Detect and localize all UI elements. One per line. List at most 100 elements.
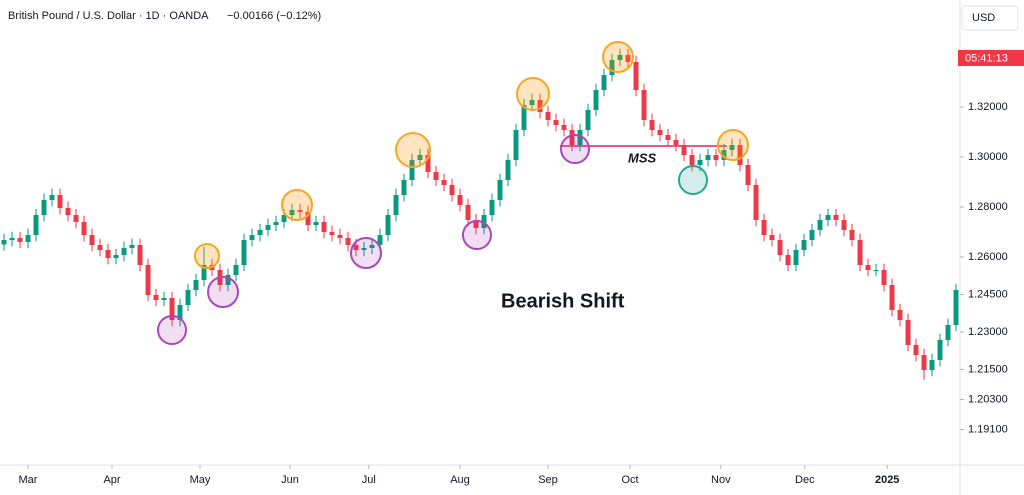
candle-body xyxy=(305,212,311,225)
candle-body xyxy=(353,245,359,250)
y-tick-label: 1.28000 xyxy=(968,201,1008,213)
currency-box[interactable] xyxy=(961,5,1019,31)
candle-body xyxy=(33,215,39,235)
candle-body xyxy=(97,245,103,250)
candle-body xyxy=(897,310,903,320)
candle-body xyxy=(913,345,919,355)
y-tick-label: 1.21500 xyxy=(968,363,1008,375)
candle-body xyxy=(617,55,623,60)
candle-body xyxy=(281,215,287,222)
candle-body xyxy=(153,295,159,300)
candle-body xyxy=(329,232,335,235)
candle-body xyxy=(65,208,71,215)
candle-body xyxy=(297,210,303,212)
candle-body xyxy=(121,248,127,255)
candle-body xyxy=(137,245,143,265)
candle-body xyxy=(313,222,319,225)
candle-body xyxy=(801,240,807,250)
candle-body xyxy=(945,325,951,340)
candle-body xyxy=(737,145,743,165)
candle-body xyxy=(161,298,167,300)
candle-body xyxy=(113,255,119,258)
candle-body xyxy=(633,62,639,90)
candle-body xyxy=(265,225,271,230)
candle-body xyxy=(697,160,703,165)
countdown: 05:41:13 xyxy=(965,52,1008,64)
candle-body xyxy=(721,150,727,160)
candle-body xyxy=(585,110,591,130)
candle-body xyxy=(89,235,95,245)
x-tick-label: Aug xyxy=(450,474,470,486)
x-tick-label: Mar xyxy=(19,474,38,486)
candle-body xyxy=(449,185,455,195)
candle-body xyxy=(865,265,871,270)
swing-low-marker xyxy=(207,276,239,308)
candle-body xyxy=(129,245,135,248)
candle-body xyxy=(361,248,367,250)
candle-body xyxy=(873,270,879,271)
swing-high-marker xyxy=(281,189,313,221)
candle-body xyxy=(369,245,375,248)
candle-body xyxy=(465,205,471,220)
candle-body xyxy=(377,235,383,245)
candle-body xyxy=(17,238,23,242)
candle-body xyxy=(569,130,575,145)
candle-body xyxy=(713,155,719,160)
candle-body xyxy=(929,360,935,370)
countdown-box xyxy=(958,50,1024,66)
y-tick-label: 1.30000 xyxy=(968,151,1008,163)
swing-low-marker xyxy=(350,237,382,269)
candle-body xyxy=(905,320,911,345)
swing-high-marker xyxy=(717,129,749,161)
candle-body xyxy=(601,75,607,90)
x-tick-label: Nov xyxy=(711,474,731,486)
candle-body xyxy=(49,195,55,200)
x-tick-label: Apr xyxy=(103,474,120,486)
candle-body xyxy=(689,155,695,165)
candle-body xyxy=(537,100,543,112)
x-tick-label: Oct xyxy=(621,474,638,486)
y-tick-label: 1.24500 xyxy=(968,288,1008,300)
swing-high-marker xyxy=(395,132,431,168)
swing-high-marker xyxy=(602,41,634,73)
candle-body xyxy=(577,130,583,145)
candle-body xyxy=(673,140,679,145)
candle-body xyxy=(705,155,711,160)
candle-body xyxy=(225,275,231,285)
candle-body xyxy=(441,180,447,185)
candle-body xyxy=(657,130,663,135)
candle-body xyxy=(777,240,783,255)
candle-body xyxy=(753,185,759,220)
candle-body xyxy=(425,155,431,172)
candle-body xyxy=(497,180,503,200)
candle-body xyxy=(257,230,263,235)
currency[interactable]: USD xyxy=(972,12,995,24)
candle-body xyxy=(177,305,183,320)
candle-body xyxy=(785,255,791,265)
candle-body xyxy=(921,355,927,370)
candle-body xyxy=(409,160,415,180)
swing-high-marker xyxy=(194,243,220,269)
candle-body xyxy=(481,215,487,228)
candle-body xyxy=(81,222,87,235)
candle-body xyxy=(393,195,399,215)
candle-body xyxy=(169,298,175,320)
candle-body xyxy=(545,112,551,120)
chart-title: British Pound / U.S. Dollar · 1D · OANDA xyxy=(8,10,209,22)
swing-low-marker xyxy=(560,134,590,164)
candle-body xyxy=(809,230,815,240)
x-tick-label: May xyxy=(190,474,211,486)
candle-body xyxy=(561,125,567,130)
candle-body xyxy=(881,270,887,285)
candle-body xyxy=(337,235,343,238)
candle-body xyxy=(553,120,559,125)
x-tick-label: Jul xyxy=(362,474,376,486)
candle-body xyxy=(745,165,751,185)
candle-body xyxy=(289,210,295,215)
candle-body xyxy=(457,195,463,205)
candle-body xyxy=(9,238,15,240)
swing-low-marker xyxy=(462,220,492,250)
swing-markers xyxy=(157,41,749,345)
